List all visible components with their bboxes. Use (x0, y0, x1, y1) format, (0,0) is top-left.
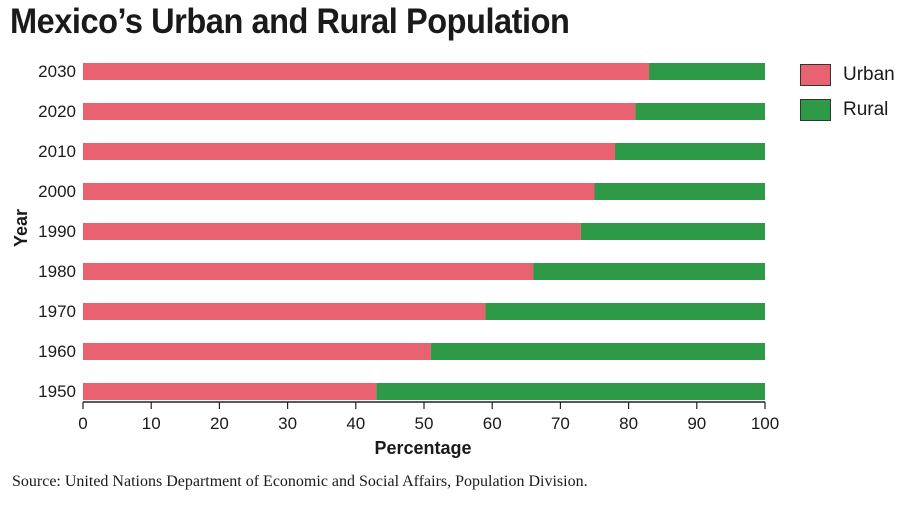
bar-rural-2000 (594, 183, 765, 200)
bar-rural-1960 (430, 343, 765, 360)
bar-urban-2020 (83, 103, 636, 120)
legend-label-urban: Urban (843, 64, 895, 85)
bar-rural-1990 (580, 223, 765, 240)
x-tick-label-70: 70 (551, 414, 570, 433)
x-tick-label-60: 60 (483, 414, 502, 433)
x-axis-label: Percentage (374, 438, 471, 458)
bar-rural-2030 (649, 63, 765, 80)
chart-title: Mexico’s Urban and Rural Population (10, 2, 570, 41)
y-tick-label-1970: 1970 (38, 302, 76, 321)
y-axis-label: Year (11, 209, 31, 247)
legend-label-rural: Rural (843, 99, 889, 120)
y-tick-label-1990: 1990 (38, 222, 76, 241)
bar-rural-2010 (614, 143, 765, 160)
bar-urban-1970 (83, 303, 486, 320)
x-tick-label-100: 100 (751, 414, 779, 433)
y-tick-label-1980: 1980 (38, 262, 76, 281)
bar-urban-2000 (83, 183, 595, 200)
legend-swatch-rural (800, 99, 831, 121)
bar-urban-1960 (83, 343, 431, 360)
x-tick-label-40: 40 (346, 414, 365, 433)
bar-urban-1950 (83, 383, 377, 400)
bar-rural-2020 (635, 103, 765, 120)
bar-urban-2010 (83, 143, 615, 160)
y-tick-label-2000: 2000 (38, 182, 76, 201)
x-tick-label-80: 80 (619, 414, 638, 433)
x-tick-label-20: 20 (210, 414, 229, 433)
y-tick-label-2020: 2020 (38, 102, 76, 121)
y-tick-label-2010: 2010 (38, 142, 76, 161)
x-tick-label-0: 0 (78, 414, 87, 433)
legend-item-urban: Urban (800, 64, 895, 86)
bar-urban-1980 (83, 263, 534, 280)
y-tick-label-1950: 1950 (38, 382, 76, 401)
x-tick-label-90: 90 (687, 414, 706, 433)
x-tick-label-30: 30 (278, 414, 297, 433)
source-note: Source: United Nations Department of Eco… (12, 473, 588, 490)
bar-rural-1970 (485, 303, 765, 320)
bar-urban-2030 (83, 63, 650, 80)
bar-rural-1980 (533, 263, 765, 280)
x-tick-label-10: 10 (142, 414, 161, 433)
legend-item-rural: Rural (800, 99, 888, 121)
y-tick-label-2030: 2030 (38, 62, 76, 81)
legend-swatch-urban (800, 64, 831, 86)
x-tick-label-50: 50 (415, 414, 434, 433)
bar-rural-1950 (376, 383, 765, 400)
y-tick-label-1960: 1960 (38, 342, 76, 361)
bar-urban-1990 (83, 223, 581, 240)
